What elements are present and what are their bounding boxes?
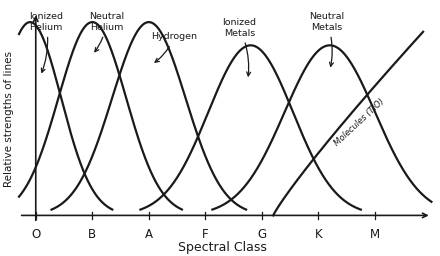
Text: Ionized
Helium: Ionized Helium [29, 12, 63, 72]
Text: B: B [88, 228, 96, 241]
Text: Neutral
Metals: Neutral Metals [309, 12, 345, 66]
Text: Neutral
Helium: Neutral Helium [89, 12, 124, 52]
Text: Ionized
Metals: Ionized Metals [222, 18, 257, 76]
Text: Relative strengths of lines: Relative strengths of lines [4, 51, 14, 187]
Text: O: O [31, 228, 40, 241]
Text: A: A [145, 228, 153, 241]
Text: Spectral Class: Spectral Class [178, 241, 267, 253]
Text: Hydrogen: Hydrogen [151, 33, 197, 62]
Text: K: K [315, 228, 322, 241]
Text: Molecules (TiO): Molecules (TiO) [332, 97, 386, 148]
Text: M: M [370, 228, 380, 241]
Text: F: F [202, 228, 209, 241]
Text: G: G [257, 228, 267, 241]
